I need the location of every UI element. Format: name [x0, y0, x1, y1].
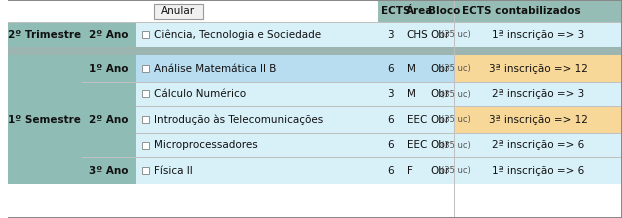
Text: M: M [407, 89, 415, 99]
Text: 3: 3 [387, 30, 394, 40]
Text: 6: 6 [387, 140, 394, 150]
Text: M: M [407, 63, 415, 73]
Bar [142, 31, 149, 39]
Text: EEC: EEC [407, 114, 427, 124]
Bar [136, 23, 378, 47]
Bar [7, 217, 622, 218]
Bar [136, 82, 378, 106]
Bar [454, 133, 622, 157]
Text: F: F [407, 165, 412, 175]
Bar [81, 23, 136, 47]
Bar [142, 65, 149, 72]
Bar [81, 55, 136, 82]
Bar [7, 0, 622, 1]
Text: EEC: EEC [407, 140, 427, 150]
Text: (35 uc): (35 uc) [441, 140, 471, 150]
Text: 1º Semestre: 1º Semestre [8, 114, 81, 124]
Bar [136, 133, 378, 157]
Text: 3ª inscrição => 12: 3ª inscrição => 12 [489, 63, 587, 73]
Bar [378, 106, 402, 133]
Bar [378, 23, 402, 47]
Text: Cálculo Numérico: Cálculo Numérico [154, 89, 246, 99]
Bar [378, 0, 402, 22]
Text: Obr: Obr [430, 140, 450, 150]
Bar [136, 55, 378, 82]
Text: 2º Trimestre: 2º Trimestre [8, 30, 81, 40]
Bar [142, 141, 149, 148]
Text: Obr: Obr [430, 63, 450, 73]
Text: Análise Matemática II B: Análise Matemática II B [154, 63, 276, 73]
Bar [7, 47, 622, 55]
Bar [402, 157, 454, 184]
Text: (35 uc): (35 uc) [441, 64, 471, 73]
Bar [7, 0, 378, 22]
Text: (35 uc): (35 uc) [441, 31, 471, 39]
Bar [402, 106, 454, 133]
Bar [81, 157, 136, 184]
Bar [402, 0, 454, 22]
Bar [7, 55, 81, 184]
Bar [454, 157, 622, 184]
Bar [454, 55, 622, 82]
Bar [454, 82, 622, 106]
Text: (35 uc): (35 uc) [441, 166, 471, 175]
Bar [402, 82, 454, 106]
Bar [142, 116, 149, 123]
Text: 1ª inscrição => 3: 1ª inscrição => 3 [492, 30, 584, 40]
Text: Anular: Anular [161, 7, 195, 17]
Bar [402, 23, 454, 47]
Text: Introdução às Telecomunicações: Introdução às Telecomunicações [154, 114, 323, 125]
Text: 1º Ano: 1º Ano [89, 63, 129, 73]
Text: 3º Ano: 3º Ano [89, 165, 129, 175]
Bar [378, 55, 402, 82]
Bar [454, 23, 622, 47]
Text: Ciência, Tecnologia e Sociedade: Ciência, Tecnologia e Sociedade [154, 30, 321, 40]
Text: 6: 6 [387, 165, 394, 175]
Text: 2ª inscrição => 6: 2ª inscrição => 6 [492, 140, 584, 150]
Text: 6: 6 [387, 114, 394, 124]
Bar [81, 82, 136, 157]
Text: 1ª inscrição => 6: 1ª inscrição => 6 [492, 165, 584, 175]
Text: ECTS: ECTS [381, 6, 411, 16]
Bar [402, 55, 454, 82]
Text: Física II: Física II [154, 165, 192, 175]
Text: CHS: CHS [407, 30, 429, 40]
Bar [378, 157, 402, 184]
Bar [402, 133, 454, 157]
Bar [154, 4, 203, 19]
Bar [7, 0, 8, 218]
Bar [378, 133, 402, 157]
Bar [136, 157, 378, 184]
Text: Bloco: Bloco [429, 6, 461, 16]
Text: 2º Ano: 2º Ano [89, 114, 129, 124]
Text: Obr: Obr [430, 30, 450, 40]
Bar [7, 22, 622, 23]
Bar [454, 106, 622, 133]
Bar [136, 106, 378, 133]
Text: Obr: Obr [430, 89, 450, 99]
Bar [621, 0, 622, 218]
Bar [142, 167, 149, 174]
Text: 6: 6 [387, 63, 394, 73]
Text: Área: Área [406, 6, 433, 16]
Text: Microprocessadores: Microprocessadores [154, 140, 258, 150]
Text: 3: 3 [387, 89, 394, 99]
Text: Obr: Obr [430, 114, 450, 124]
Bar [7, 47, 622, 48]
Bar [378, 82, 402, 106]
Text: 3ª inscrição => 12: 3ª inscrição => 12 [489, 114, 587, 124]
Text: (35 uc): (35 uc) [441, 115, 471, 124]
Text: ECTS contabilizados: ECTS contabilizados [462, 6, 580, 16]
Bar [7, 23, 81, 47]
Text: 2º Ano: 2º Ano [89, 30, 129, 40]
Bar [454, 0, 622, 22]
Bar [136, 106, 622, 107]
Text: (35 uc): (35 uc) [441, 90, 471, 99]
Text: Obr: Obr [430, 165, 450, 175]
Bar [142, 90, 149, 97]
Text: 2ª inscrição => 3: 2ª inscrição => 3 [492, 89, 584, 99]
